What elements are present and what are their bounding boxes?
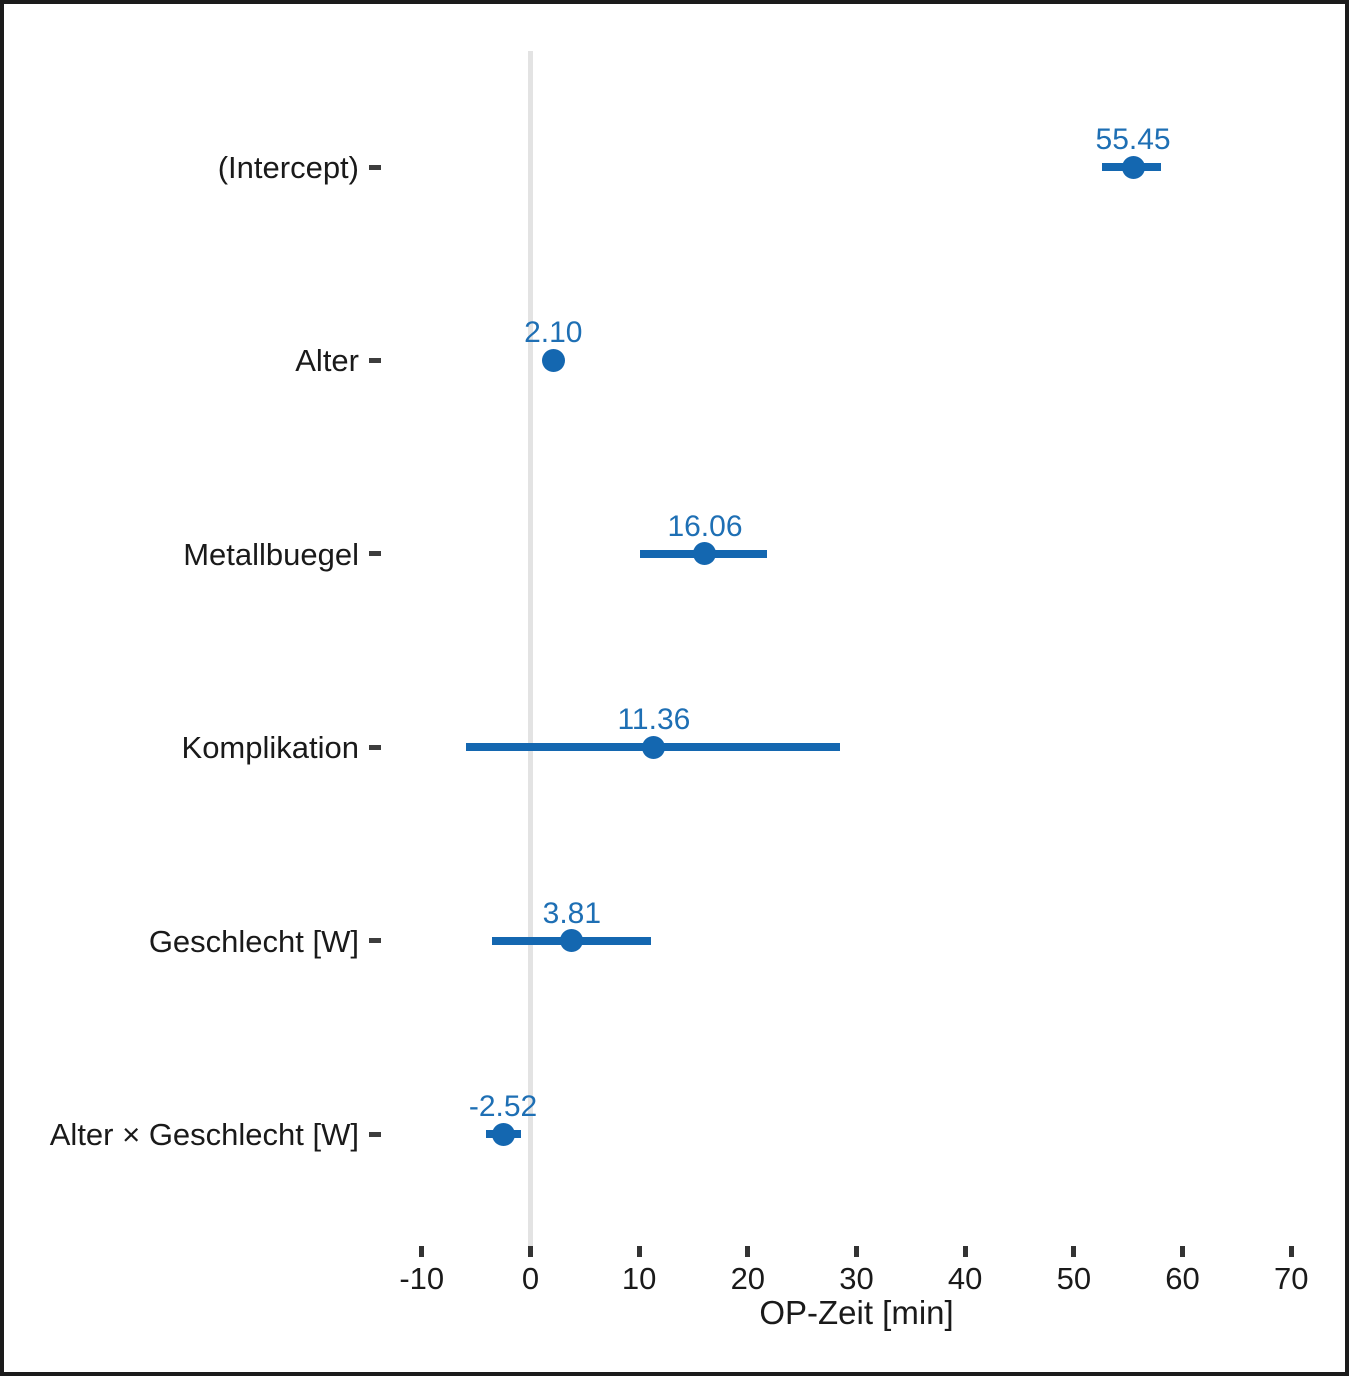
x-axis-tick-label: 30	[839, 1261, 874, 1296]
y-axis-label: (Intercept)	[217, 150, 359, 185]
y-axis-tick	[369, 938, 381, 944]
x-axis-title: OP-Zeit [min]	[759, 1294, 954, 1331]
x-axis-tick	[419, 1246, 425, 1257]
estimate-value-label: 3.81	[542, 896, 602, 930]
x-axis-tick-label: 70	[1273, 1261, 1309, 1296]
y-axis-tick	[369, 551, 381, 557]
estimate-dot	[560, 929, 584, 953]
x-axis-tick-label: 40	[947, 1261, 983, 1296]
x-axis-tick-label: 50	[1056, 1261, 1092, 1296]
estimate-value-label: 11.36	[617, 703, 691, 737]
y-axis-tick	[369, 744, 381, 750]
estimate-value-label: -2.52	[468, 1090, 538, 1123]
y-axis-label: Alter	[295, 343, 359, 379]
x-axis-tick-label: 10	[621, 1261, 657, 1296]
estimate-value-label: 55.45	[1095, 123, 1171, 156]
x-axis-tick	[962, 1246, 968, 1257]
x-axis-tick-label: -10	[399, 1261, 445, 1296]
plot-panel	[387, 51, 1326, 1246]
estimate-dot	[491, 1122, 515, 1146]
x-axis-tick	[527, 1246, 533, 1257]
x-axis-tick	[1180, 1246, 1186, 1257]
y-axis-label: Komplikation	[181, 730, 359, 766]
x-axis-tick	[1071, 1246, 1077, 1257]
x-axis-tick	[854, 1246, 859, 1257]
y-axis-label: Alter × Geschlecht [W]	[49, 1117, 359, 1152]
zero-reference-line	[527, 51, 533, 1246]
x-axis-tick	[1288, 1246, 1294, 1257]
x-axis-tick-label: 0	[521, 1261, 540, 1296]
x-axis-tick	[636, 1246, 642, 1257]
estimate-value-label: 2.10	[524, 316, 583, 350]
x-axis-tick	[745, 1246, 751, 1257]
estimate-dot	[541, 348, 565, 372]
estimate-dot	[693, 542, 717, 566]
estimate-value-label: 16.06	[667, 509, 743, 543]
x-axis-tick-label: 20	[730, 1261, 766, 1296]
estimate-dot	[642, 735, 666, 759]
y-axis-tick	[369, 357, 381, 363]
x-axis-tick-label: 60	[1165, 1261, 1200, 1296]
y-axis-label: Metallbuegel	[183, 536, 359, 572]
y-axis-tick	[369, 1131, 381, 1137]
estimate-dot	[1121, 155, 1145, 179]
y-axis-label: Geschlecht [W]	[148, 923, 359, 959]
y-axis-tick	[369, 164, 381, 170]
